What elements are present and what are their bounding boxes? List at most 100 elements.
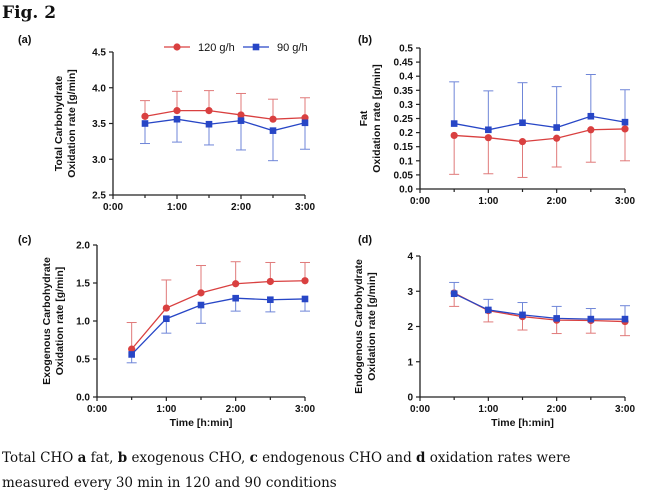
figure-title: Fig. 2	[2, 3, 57, 23]
y-axis-label-line: Oxidation rate [g/min]	[54, 267, 66, 376]
caption-text-3: exogenous CHO,	[127, 450, 250, 466]
y-axis-label: Exogenous CarbohydrateOxidation rate [g/…	[41, 257, 66, 385]
y-axis-label-line: Fat	[358, 110, 370, 126]
data-point-90	[587, 315, 595, 323]
series-line	[131, 297, 306, 355]
y-tick-label: 0.5	[76, 355, 90, 366]
data-point-120	[450, 131, 458, 140]
data-point-90	[621, 315, 629, 323]
y-tick-label: 2.5	[92, 191, 106, 202]
y-axis-label: FatOxidation rate [g/min]	[358, 64, 383, 173]
x-tick-label: 2:00	[547, 404, 567, 415]
data-point-90	[163, 315, 170, 323]
x-tick-label: 1:00	[156, 404, 176, 415]
x-tick-label: 2:00	[547, 196, 567, 207]
legend-marker-120	[173, 43, 181, 51]
series-line	[453, 293, 625, 320]
y-tick-label: 3	[407, 287, 413, 298]
y-tick-label: 0.45	[394, 58, 414, 69]
data-point-120	[621, 125, 629, 133]
legend-label-120: 120 g/h	[198, 42, 235, 54]
series-line	[144, 118, 306, 132]
series-120	[449, 289, 630, 337]
data-point-90	[485, 306, 492, 314]
x-tick-label: 0:00	[410, 196, 430, 207]
data-point-90	[301, 295, 309, 303]
series-line	[144, 109, 306, 120]
x-tick-label: 2:00	[226, 404, 246, 415]
y-tick-label: 0.3	[399, 100, 413, 111]
data-point-120	[173, 107, 181, 115]
y-tick-label: 1.5	[76, 279, 90, 290]
data-point-90	[205, 120, 213, 128]
data-point-90	[553, 124, 560, 131]
x-axis-label: Time [h:min]	[170, 417, 233, 429]
x-tick-label: 2:00	[231, 202, 251, 213]
series-line	[131, 280, 306, 350]
data-point-90	[197, 301, 205, 309]
y-axis-label-line: Exogenous Carbohydrate	[41, 257, 53, 385]
data-point-120	[141, 112, 149, 120]
data-point-90	[485, 126, 492, 134]
data-point-120	[205, 107, 213, 115]
series-120	[449, 125, 630, 178]
data-point-120	[553, 134, 561, 142]
x-tick-label: 3:00	[615, 196, 635, 207]
y-axis-label-line: Total Carbohydrate	[53, 76, 65, 172]
caption-panel-d: d	[416, 450, 426, 466]
x-tick-label: 1:00	[478, 404, 498, 415]
data-point-120	[518, 138, 527, 146]
caption-text-5: oxidation rates were measured every 30 m…	[2, 450, 571, 491]
series-90	[126, 294, 310, 364]
y-tick-label: 0.15	[394, 142, 414, 153]
y-tick-label: 4.5	[92, 48, 106, 59]
series-90	[449, 74, 630, 134]
x-tick-label: 3:00	[295, 404, 315, 415]
x-tick-label: 3:00	[615, 404, 635, 415]
caption-panel-b: b	[117, 450, 128, 466]
panel-a: (a) Total CarbohydrateOxidation rate [g/m…	[18, 34, 315, 213]
y-tick-label: 0.35	[394, 86, 414, 97]
y-tick-label: 2	[407, 322, 413, 333]
y-axis-label-line: Oxidation rate [g/min]	[366, 272, 378, 381]
data-point-90	[128, 351, 135, 358]
panel-d: (d) Endogenous CarbohydrateOxidation rate…	[353, 234, 635, 429]
y-axis-label: Endogenous CarbohydrateOxidation rate [g…	[353, 259, 378, 394]
y-tick-label: 3.0	[92, 155, 106, 166]
data-point-90	[519, 311, 526, 319]
caption-text-1: Total CHO	[2, 450, 78, 466]
y-tick-label: 0.5	[399, 44, 413, 55]
caption-panel-c: c	[249, 450, 258, 466]
data-point-120	[197, 289, 205, 297]
data-point-120	[484, 134, 492, 142]
series-120	[140, 90, 310, 123]
legend-marker-90	[252, 43, 260, 51]
y-tick-label: 0.0	[399, 185, 413, 196]
data-point-90	[621, 118, 629, 126]
figure-panels: (a)Total CarbohydrateOxidation rate [g/m…	[18, 34, 635, 429]
data-point-90	[269, 127, 277, 134]
data-point-90	[267, 296, 274, 304]
y-tick-label: 0.4	[399, 72, 413, 83]
data-point-120	[232, 280, 240, 288]
data-point-120	[128, 345, 136, 353]
y-tick-label: 4.0	[92, 83, 106, 94]
y-tick-label: 0	[407, 393, 413, 404]
y-tick-label: 1.0	[76, 317, 90, 328]
data-point-90	[450, 290, 458, 298]
x-tick-label: 1:00	[478, 196, 498, 207]
data-point-90	[232, 294, 239, 302]
y-axis-label-line: Oxidation rate [g/min]	[66, 69, 78, 178]
y-tick-label: 1	[407, 357, 413, 368]
panel-b: (b) FatOxidation rate [g/min] 0.0 0.05 0.1 0.…	[358, 34, 635, 207]
y-tick-label: 4	[407, 252, 413, 263]
x-tick-label: 3:00	[295, 202, 315, 213]
panel-label: (b)	[358, 34, 372, 46]
data-point-90	[587, 112, 595, 120]
data-point-120	[162, 304, 170, 312]
legend-label-90: 90 g/h	[277, 42, 308, 54]
caption-text-2: fat,	[86, 450, 118, 466]
y-tick-label: 2.0	[76, 241, 90, 252]
y-tick-label: 0.25	[394, 114, 414, 125]
panel-label: (d)	[358, 234, 372, 246]
